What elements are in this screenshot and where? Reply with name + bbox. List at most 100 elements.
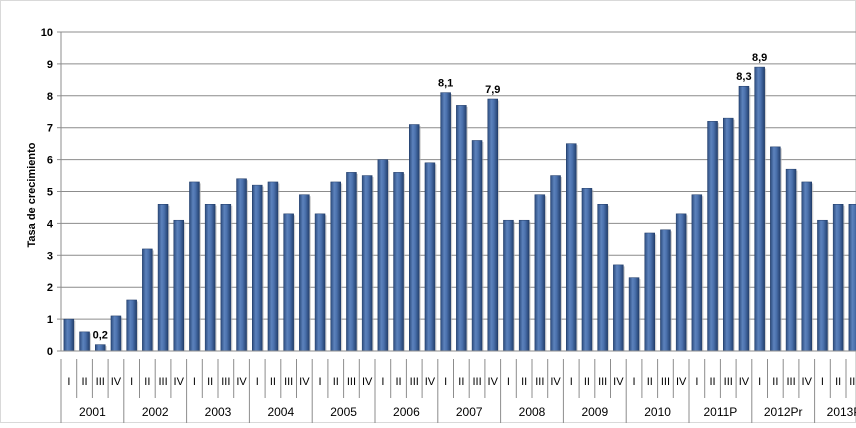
bar: [707, 121, 718, 352]
y-tick-label: 1: [47, 314, 53, 326]
bar-group: [707, 121, 720, 352]
bar: [817, 219, 828, 352]
bar: [566, 143, 577, 352]
data-label: 0,2: [93, 330, 108, 342]
bar: [628, 277, 640, 352]
bar: [157, 204, 169, 352]
bar-group: [613, 264, 625, 352]
quarter-label: III: [661, 376, 670, 388]
y-tick-label: 6: [47, 155, 53, 167]
bar: [503, 219, 514, 352]
y-tick-label: 10: [41, 27, 53, 39]
bar: [79, 331, 90, 352]
data-label: 8,1: [438, 78, 453, 90]
bar-group: [424, 162, 437, 352]
quarter-label: III: [221, 376, 230, 388]
quarter-label: III: [598, 376, 607, 388]
year-label: 2009: [581, 405, 608, 419]
quarter-label: I: [633, 376, 636, 388]
bar: [691, 194, 703, 352]
y-tick-label: 0: [47, 346, 53, 358]
bar-group: [346, 172, 358, 352]
year-label: 2011P: [703, 405, 737, 419]
bar: [597, 204, 608, 352]
y-axis-title: Tasa de crecimiento: [26, 142, 38, 247]
bar-group: [738, 85, 751, 352]
bar-group: [581, 188, 594, 352]
year-label: 2006: [393, 405, 420, 419]
quarter-label: IV: [802, 376, 813, 388]
bar: [723, 117, 734, 352]
quarter-label: II: [458, 376, 464, 388]
year-label: 2012Pr: [764, 405, 803, 419]
bar-group: [236, 178, 249, 352]
bar: [126, 299, 137, 352]
bar-group: [204, 204, 217, 352]
year-label: 2005: [330, 405, 357, 419]
bars: [63, 66, 856, 352]
bar: [660, 229, 671, 352]
bar: [299, 194, 310, 352]
quarter-label: III: [347, 376, 356, 388]
quarter-label: I: [319, 376, 322, 388]
year-label: 2002: [142, 405, 169, 419]
bar: [189, 181, 200, 352]
bar-group: [63, 318, 76, 352]
year-label: 2007: [456, 405, 483, 419]
bar: [63, 318, 75, 352]
bar-group: [675, 213, 688, 352]
bar: [471, 140, 483, 352]
quarter-label: II: [395, 376, 401, 388]
bar-group: [660, 229, 672, 352]
quarter-label: III: [96, 376, 105, 388]
quarter-label: I: [381, 376, 384, 388]
quarter-label: IV: [550, 376, 561, 388]
quarter-label: IV: [613, 376, 624, 388]
year-label: 2013Pr: [827, 405, 856, 419]
bar-group: [393, 172, 406, 352]
quarter-label: II: [521, 376, 527, 388]
bar-group: [801, 181, 814, 352]
quarter-label: II: [81, 376, 87, 388]
bar-group: [754, 66, 767, 352]
bar: [314, 213, 326, 352]
quarter-label: III: [472, 376, 481, 388]
data-label: 8,3: [736, 71, 751, 83]
quarter-label: IV: [299, 376, 310, 388]
quarter-label: I: [444, 376, 447, 388]
quarter-label: IV: [676, 376, 687, 388]
quarter-label: I: [256, 376, 259, 388]
quarter-label: IV: [174, 376, 185, 388]
y-tick-label: 9: [47, 59, 53, 71]
quarter-label: IV: [739, 376, 750, 388]
bar-group: [471, 140, 484, 352]
bar-group: [487, 98, 500, 352]
bar-group: [267, 181, 280, 352]
bar-group: [95, 344, 107, 352]
bar-group: [817, 219, 829, 352]
bar-group: [628, 277, 641, 352]
year-label: 2010: [644, 405, 671, 419]
bar: [738, 85, 750, 352]
bar: [832, 204, 844, 352]
bar: [252, 184, 263, 352]
bar: [220, 204, 232, 352]
bar-group: [832, 204, 845, 352]
quarter-label: II: [207, 376, 213, 388]
bar: [95, 344, 106, 352]
quarter-label: III: [535, 376, 544, 388]
bar: [770, 146, 781, 352]
bar: [267, 181, 279, 352]
bar-group: [142, 248, 154, 352]
bar-group: [644, 232, 657, 352]
quarter-label: III: [849, 376, 856, 388]
quarter-label: III: [410, 376, 419, 388]
quarter-label: IV: [425, 376, 436, 388]
bar-group: [503, 219, 515, 352]
bar-group: [157, 204, 170, 352]
quarter-label: I: [821, 376, 824, 388]
bar-group: [173, 219, 186, 352]
quarter-label: II: [270, 376, 276, 388]
